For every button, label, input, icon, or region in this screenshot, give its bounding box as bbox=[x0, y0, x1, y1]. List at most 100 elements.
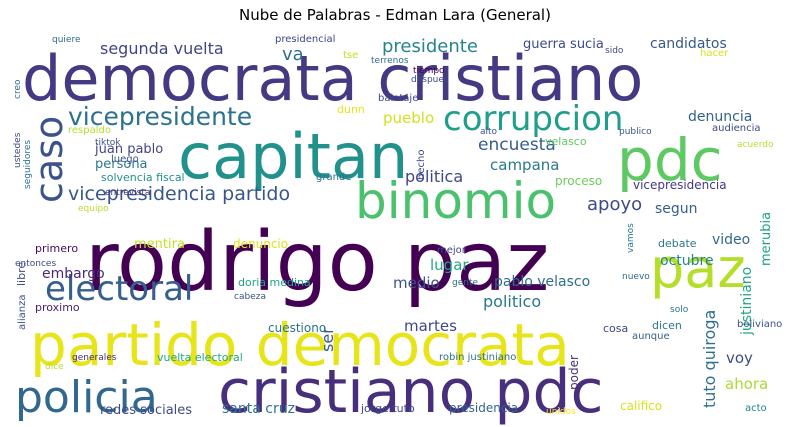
word-quiere: quiere bbox=[52, 35, 81, 45]
word-voy: voy bbox=[726, 349, 753, 367]
word-ser: ser bbox=[318, 327, 337, 352]
word-tuto-quiroga: tuto quiroga bbox=[700, 310, 719, 408]
word-audiencia: audiencia bbox=[712, 123, 761, 134]
word-hecho: hecho bbox=[416, 150, 427, 180]
word-octubre: octubre bbox=[660, 253, 714, 269]
word-justiniano: justiniano bbox=[739, 267, 755, 336]
word-despues: despues bbox=[411, 75, 449, 85]
word-pueblo: pueblo bbox=[383, 109, 434, 127]
word-segunda-vuelta: segunda vuelta bbox=[100, 39, 224, 58]
word-entonces: entonces bbox=[15, 259, 56, 269]
word-corrupcion: corrupcion bbox=[443, 99, 623, 139]
word-persona: persona bbox=[95, 157, 148, 172]
word-medio: medio bbox=[393, 274, 440, 292]
word-dicen: dicen bbox=[652, 319, 682, 332]
word-electoral: electoral bbox=[45, 269, 193, 309]
word-sido: sido bbox=[605, 46, 624, 56]
word-vuelta-electoral: vuelta electoral bbox=[157, 351, 243, 364]
word-denuncio: denuncio bbox=[233, 237, 288, 251]
word-aunque: aunque bbox=[632, 331, 670, 342]
word-cuestiono: cuestiono bbox=[268, 321, 326, 335]
word-balotaje: balotaje bbox=[378, 93, 418, 104]
word-embargo: embargo bbox=[42, 266, 105, 282]
word-libre: libre bbox=[15, 262, 28, 286]
word-rodrigo-paz: rodrigo paz bbox=[85, 215, 549, 310]
word-va: va bbox=[282, 44, 304, 65]
word-primero: primero bbox=[35, 242, 78, 255]
word-luego: luego bbox=[111, 154, 139, 165]
word-paz: paz bbox=[650, 237, 746, 300]
word-respaldo: respaldo bbox=[68, 125, 111, 136]
word-presidencia: presidencia bbox=[449, 401, 518, 415]
word-denuncia: denuncia bbox=[688, 109, 752, 125]
word-seguidores: seguidores bbox=[23, 140, 33, 189]
word-guerra-sucia: guerra sucia bbox=[523, 37, 604, 52]
word-capitan: capitan bbox=[178, 120, 408, 193]
word-lugar: lugar bbox=[430, 256, 469, 274]
word-campana: campana bbox=[490, 156, 559, 174]
word-debate: debate bbox=[658, 237, 697, 250]
word-alianza: alianza bbox=[17, 294, 28, 330]
word-vamos: vamos bbox=[626, 223, 636, 253]
word-partido-democrata: partido democrata bbox=[30, 311, 570, 379]
word-caso: caso bbox=[27, 116, 71, 203]
word-cristiano-pdc: cristiano pdc bbox=[218, 357, 604, 427]
word-nuevo: nuevo bbox=[622, 272, 650, 282]
word-merubia: merubia bbox=[759, 212, 774, 266]
word-hacer: hacer bbox=[700, 48, 729, 59]
word-dice: dice bbox=[45, 362, 64, 372]
word-equipo: equipo bbox=[78, 204, 109, 214]
word-segun: segun bbox=[655, 201, 698, 217]
word-martes: martes bbox=[404, 317, 457, 335]
word-acuerdo: acuerdo bbox=[737, 140, 774, 150]
chart-title: Nube de Palabras - Edman Lara (General) bbox=[239, 6, 551, 24]
word-cosa: cosa bbox=[603, 322, 628, 335]
word-policia: policia bbox=[15, 372, 158, 423]
word-mejor: mejor bbox=[437, 245, 467, 256]
word-politica: politica bbox=[405, 167, 463, 186]
word-solvencia-fiscal: solvencia fiscal bbox=[101, 171, 185, 184]
word-dunn: dunn bbox=[337, 103, 365, 116]
word-acto: acto bbox=[745, 403, 767, 414]
word-terrenos: terrenos bbox=[371, 56, 409, 66]
word-solo: solo bbox=[670, 305, 689, 315]
word-democrata-cristiano: democrata cristiano bbox=[22, 42, 643, 115]
word-candidatos: candidatos bbox=[650, 36, 727, 52]
word-proceso: proceso bbox=[555, 174, 602, 188]
word-proximo: proximo bbox=[35, 301, 80, 314]
word-video: video bbox=[712, 232, 750, 248]
word-pablo-velasco: pablo velasco bbox=[494, 274, 590, 290]
word-jorge-tuto: jorge tuto bbox=[360, 402, 415, 415]
word-santa-cruz: santa cruz bbox=[222, 401, 295, 417]
word-alto: alto bbox=[480, 127, 498, 137]
word-creo: creo bbox=[13, 79, 23, 99]
word-binomio: binomio bbox=[355, 172, 556, 230]
word-ahora: ahora bbox=[725, 375, 768, 393]
word-apoyo: apoyo bbox=[587, 194, 642, 215]
word-califico: califico bbox=[620, 399, 662, 413]
word-politico: politico bbox=[483, 292, 541, 311]
word-juan-pablo: juan pablo bbox=[94, 142, 163, 157]
word-publico: publico bbox=[619, 127, 652, 137]
word-encuesta: encuesta bbox=[478, 135, 556, 155]
word-pdc: pdc bbox=[617, 126, 723, 194]
word-tiktok: tiktok bbox=[95, 138, 121, 148]
word-presidencial: presidencial bbox=[275, 34, 335, 45]
word-unidos: unidos bbox=[546, 407, 576, 417]
word-robin-justiniano: robin justiniano bbox=[439, 352, 516, 363]
word-tiempo: tiempo bbox=[413, 66, 445, 76]
word-presidente: presidente bbox=[382, 36, 478, 57]
word-vicepresidencia-partido: vicepresidencia partido bbox=[68, 183, 290, 205]
word-velasco: velasco bbox=[545, 135, 587, 148]
word-generales: generales bbox=[72, 353, 117, 363]
word-doria-medina: doria medina bbox=[238, 276, 311, 289]
word-mentira: mentira bbox=[134, 237, 185, 252]
word-vicepresidente: vicepresidente bbox=[68, 102, 252, 131]
word-poder: poder bbox=[567, 355, 581, 390]
word-gente: gente bbox=[452, 278, 478, 288]
word-grande: grande bbox=[316, 172, 351, 183]
word-redes-sociales: redes sociales bbox=[100, 403, 192, 418]
word-cabeza: cabeza bbox=[234, 292, 266, 302]
word-tse: tse bbox=[343, 50, 358, 61]
